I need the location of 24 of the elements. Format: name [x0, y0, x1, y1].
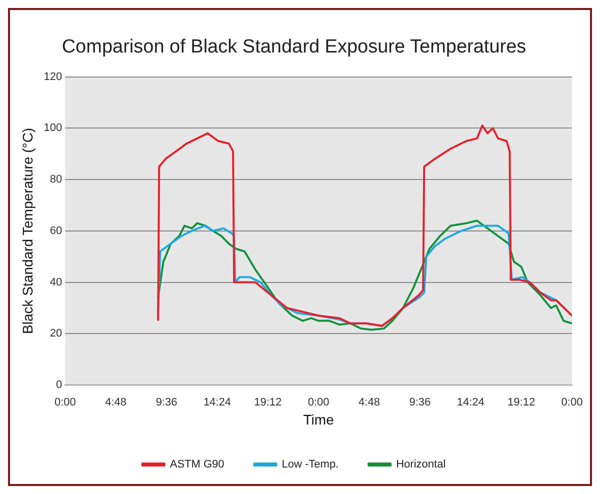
y-tick-label: 60	[50, 224, 62, 237]
x-tick-label: 0:00	[308, 396, 330, 409]
x-tick-label: 9:36	[409, 396, 431, 409]
x-tick-label: 19:12	[254, 396, 282, 409]
legend-label: ASTM G90	[170, 458, 224, 471]
y-tick-label: 20	[50, 328, 62, 340]
y-tick-label: 0	[56, 379, 62, 392]
x-tick-label: 14:24	[456, 396, 484, 409]
y-tick-label: 100	[44, 122, 62, 134]
y-tick-label: 120	[44, 70, 62, 83]
y-tick-label: 80	[50, 174, 62, 186]
y-tick-label: 40	[50, 276, 62, 288]
x-tick-label: 14:24	[203, 396, 231, 409]
y-axis-title: Black Standard Temperature (°C)	[19, 128, 36, 334]
legend-label: Low -Temp.	[282, 458, 339, 471]
chart-title: Comparison of Black Standard Exposure Temperatures	[62, 36, 526, 58]
x-tick-label: 0:00	[561, 396, 583, 409]
x-tick-label: 4:48	[105, 396, 127, 409]
legend-label: Horizontal	[396, 458, 446, 471]
x-tick-label: 9:36	[156, 396, 178, 409]
x-tick-label: 19:12	[508, 396, 536, 409]
x-axis-title: Time	[303, 411, 334, 428]
x-tick-label: 4:48	[358, 396, 380, 409]
x-tick-label: 0:00	[54, 396, 76, 409]
